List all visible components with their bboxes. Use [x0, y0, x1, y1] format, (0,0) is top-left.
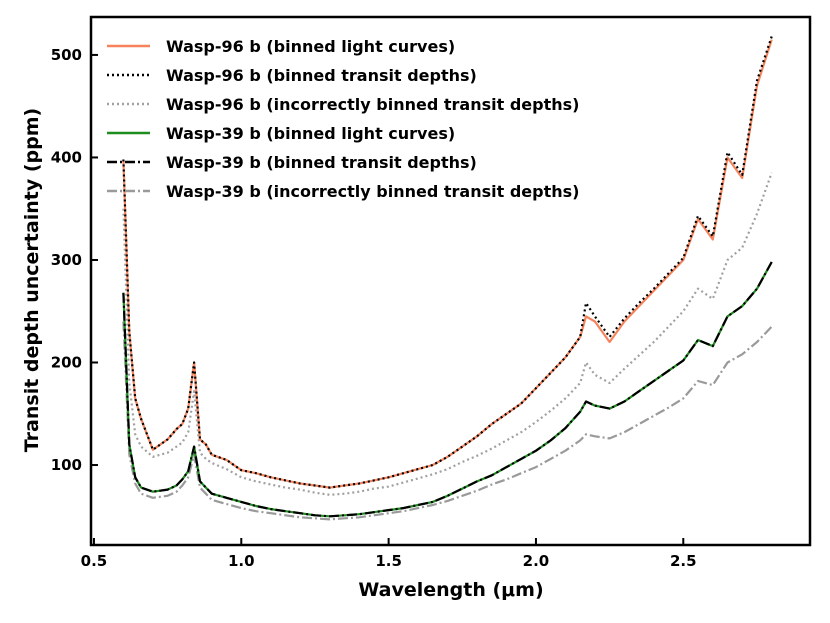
- legend-entry: Wasp-96 b (binned light curves): [107, 37, 455, 56]
- series-line-4: [123, 262, 771, 516]
- x-tick-label: 1.5: [375, 552, 402, 570]
- legend-entry: Wasp-96 b (binned transit depths): [107, 66, 477, 85]
- chart: 0.5 1.0 1.5 2.0 2.5 100 200 300 400 500 Wasp-96 b…: [0, 0, 830, 623]
- legend-entry: Wasp-39 b (binned light curves): [107, 124, 455, 143]
- y-tick-label: 300: [51, 251, 82, 269]
- legend-label: Wasp-96 b (binned light curves): [166, 37, 455, 56]
- legend-label: Wasp-96 b (binned transit depths): [166, 66, 477, 85]
- series-line-3: [123, 173, 771, 495]
- legend-entry: Wasp-96 b (incorrectly binned transit de…: [107, 95, 579, 114]
- series-line-6: [123, 322, 771, 520]
- y-tick-label: 100: [51, 456, 82, 474]
- y-tick-label: 400: [51, 148, 82, 166]
- legend: Wasp-96 b (binned light curves) Wasp-96 b…: [107, 37, 579, 201]
- x-tick-label: 2.5: [670, 552, 697, 570]
- x-tick-label: 2.0: [523, 552, 550, 570]
- y-tick-label: 200: [51, 354, 82, 372]
- x-tick-label: 0.5: [81, 552, 108, 570]
- legend-label: Wasp-39 b (binned transit depths): [166, 153, 477, 172]
- legend-label: Wasp-96 b (incorrectly binned transit de…: [166, 95, 579, 114]
- legend-label: Wasp-39 b (incorrectly binned transit de…: [166, 182, 579, 201]
- y-tick-label: 500: [51, 46, 82, 64]
- y-axis-label: Transit depth uncertainty (ppm): [21, 108, 43, 452]
- legend-entry: Wasp-39 b (binned transit depths): [107, 153, 477, 172]
- x-axis-label: Wavelength (μm): [358, 579, 543, 601]
- x-tick-label: 1.0: [228, 552, 255, 570]
- legend-entry: Wasp-39 b (incorrectly binned transit de…: [107, 182, 579, 201]
- legend-label: Wasp-39 b (binned light curves): [166, 124, 455, 143]
- series-line-5: [123, 262, 771, 516]
